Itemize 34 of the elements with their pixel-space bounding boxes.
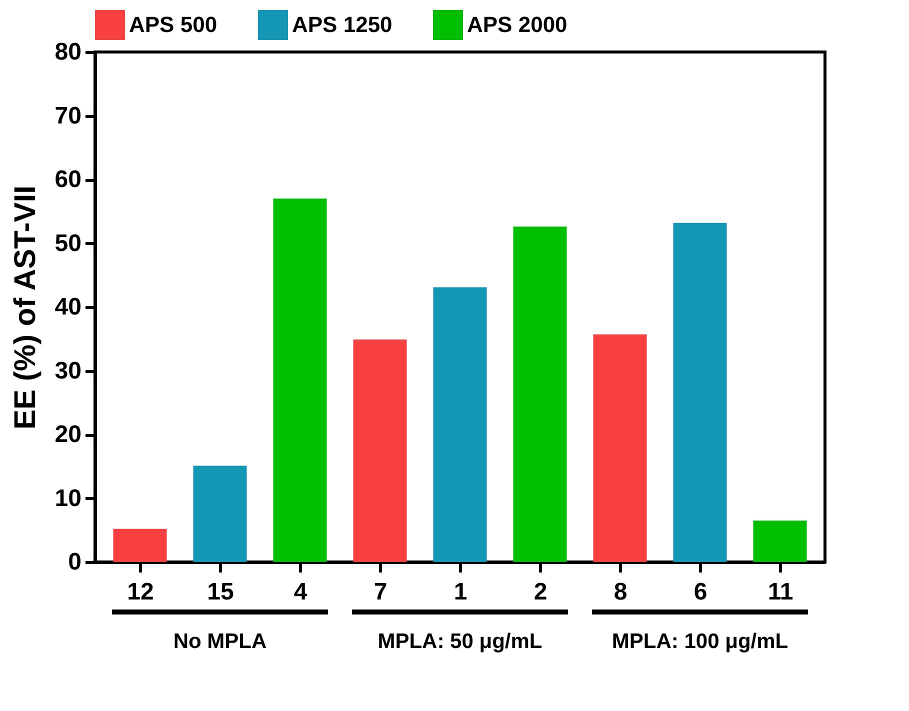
x-tick-label: 12 — [127, 578, 154, 606]
x-tick-label: 4 — [294, 578, 308, 606]
x-tick-label: 11 — [768, 578, 794, 606]
y-tick-label: 70 — [54, 102, 82, 130]
text: No MPLA — [173, 630, 267, 653]
y-tick-label: 50 — [54, 230, 82, 257]
bar — [673, 222, 727, 562]
bar — [513, 226, 567, 562]
bar — [593, 334, 647, 562]
legend-label: APS 500 — [129, 12, 218, 37]
y-tick-label: 0 — [68, 548, 82, 576]
y-tick-label: 10 — [54, 484, 82, 512]
text: MPLA: 50 μg/mL — [378, 630, 542, 653]
y-tick-label: 30 — [54, 357, 82, 384]
x-tick-label: 15 — [207, 578, 234, 606]
text: MPLA: 100 μg/mL — [612, 630, 788, 653]
legend-label: APS 2000 — [467, 12, 568, 37]
legend-label: APS 1250 — [292, 12, 392, 37]
x-tick-label: 1 — [454, 578, 468, 606]
x-tick-label: 2 — [534, 578, 548, 606]
bar — [353, 340, 407, 562]
bar — [433, 287, 487, 562]
bar — [753, 520, 807, 562]
bar — [193, 466, 247, 562]
x-tick-label: 6 — [694, 578, 708, 606]
y-tick-label: 20 — [54, 421, 82, 448]
y-tick-label: 60 — [54, 166, 82, 193]
x-tick-label: 7 — [374, 578, 388, 606]
y-tick-label: 80 — [54, 38, 82, 66]
bar — [113, 528, 167, 562]
y-tick-label: 40 — [54, 294, 82, 320]
y-axis-title: EE (%) of AST-VII — [8, 186, 42, 430]
bar — [273, 198, 327, 562]
x-tick-label: 8 — [614, 578, 628, 606]
